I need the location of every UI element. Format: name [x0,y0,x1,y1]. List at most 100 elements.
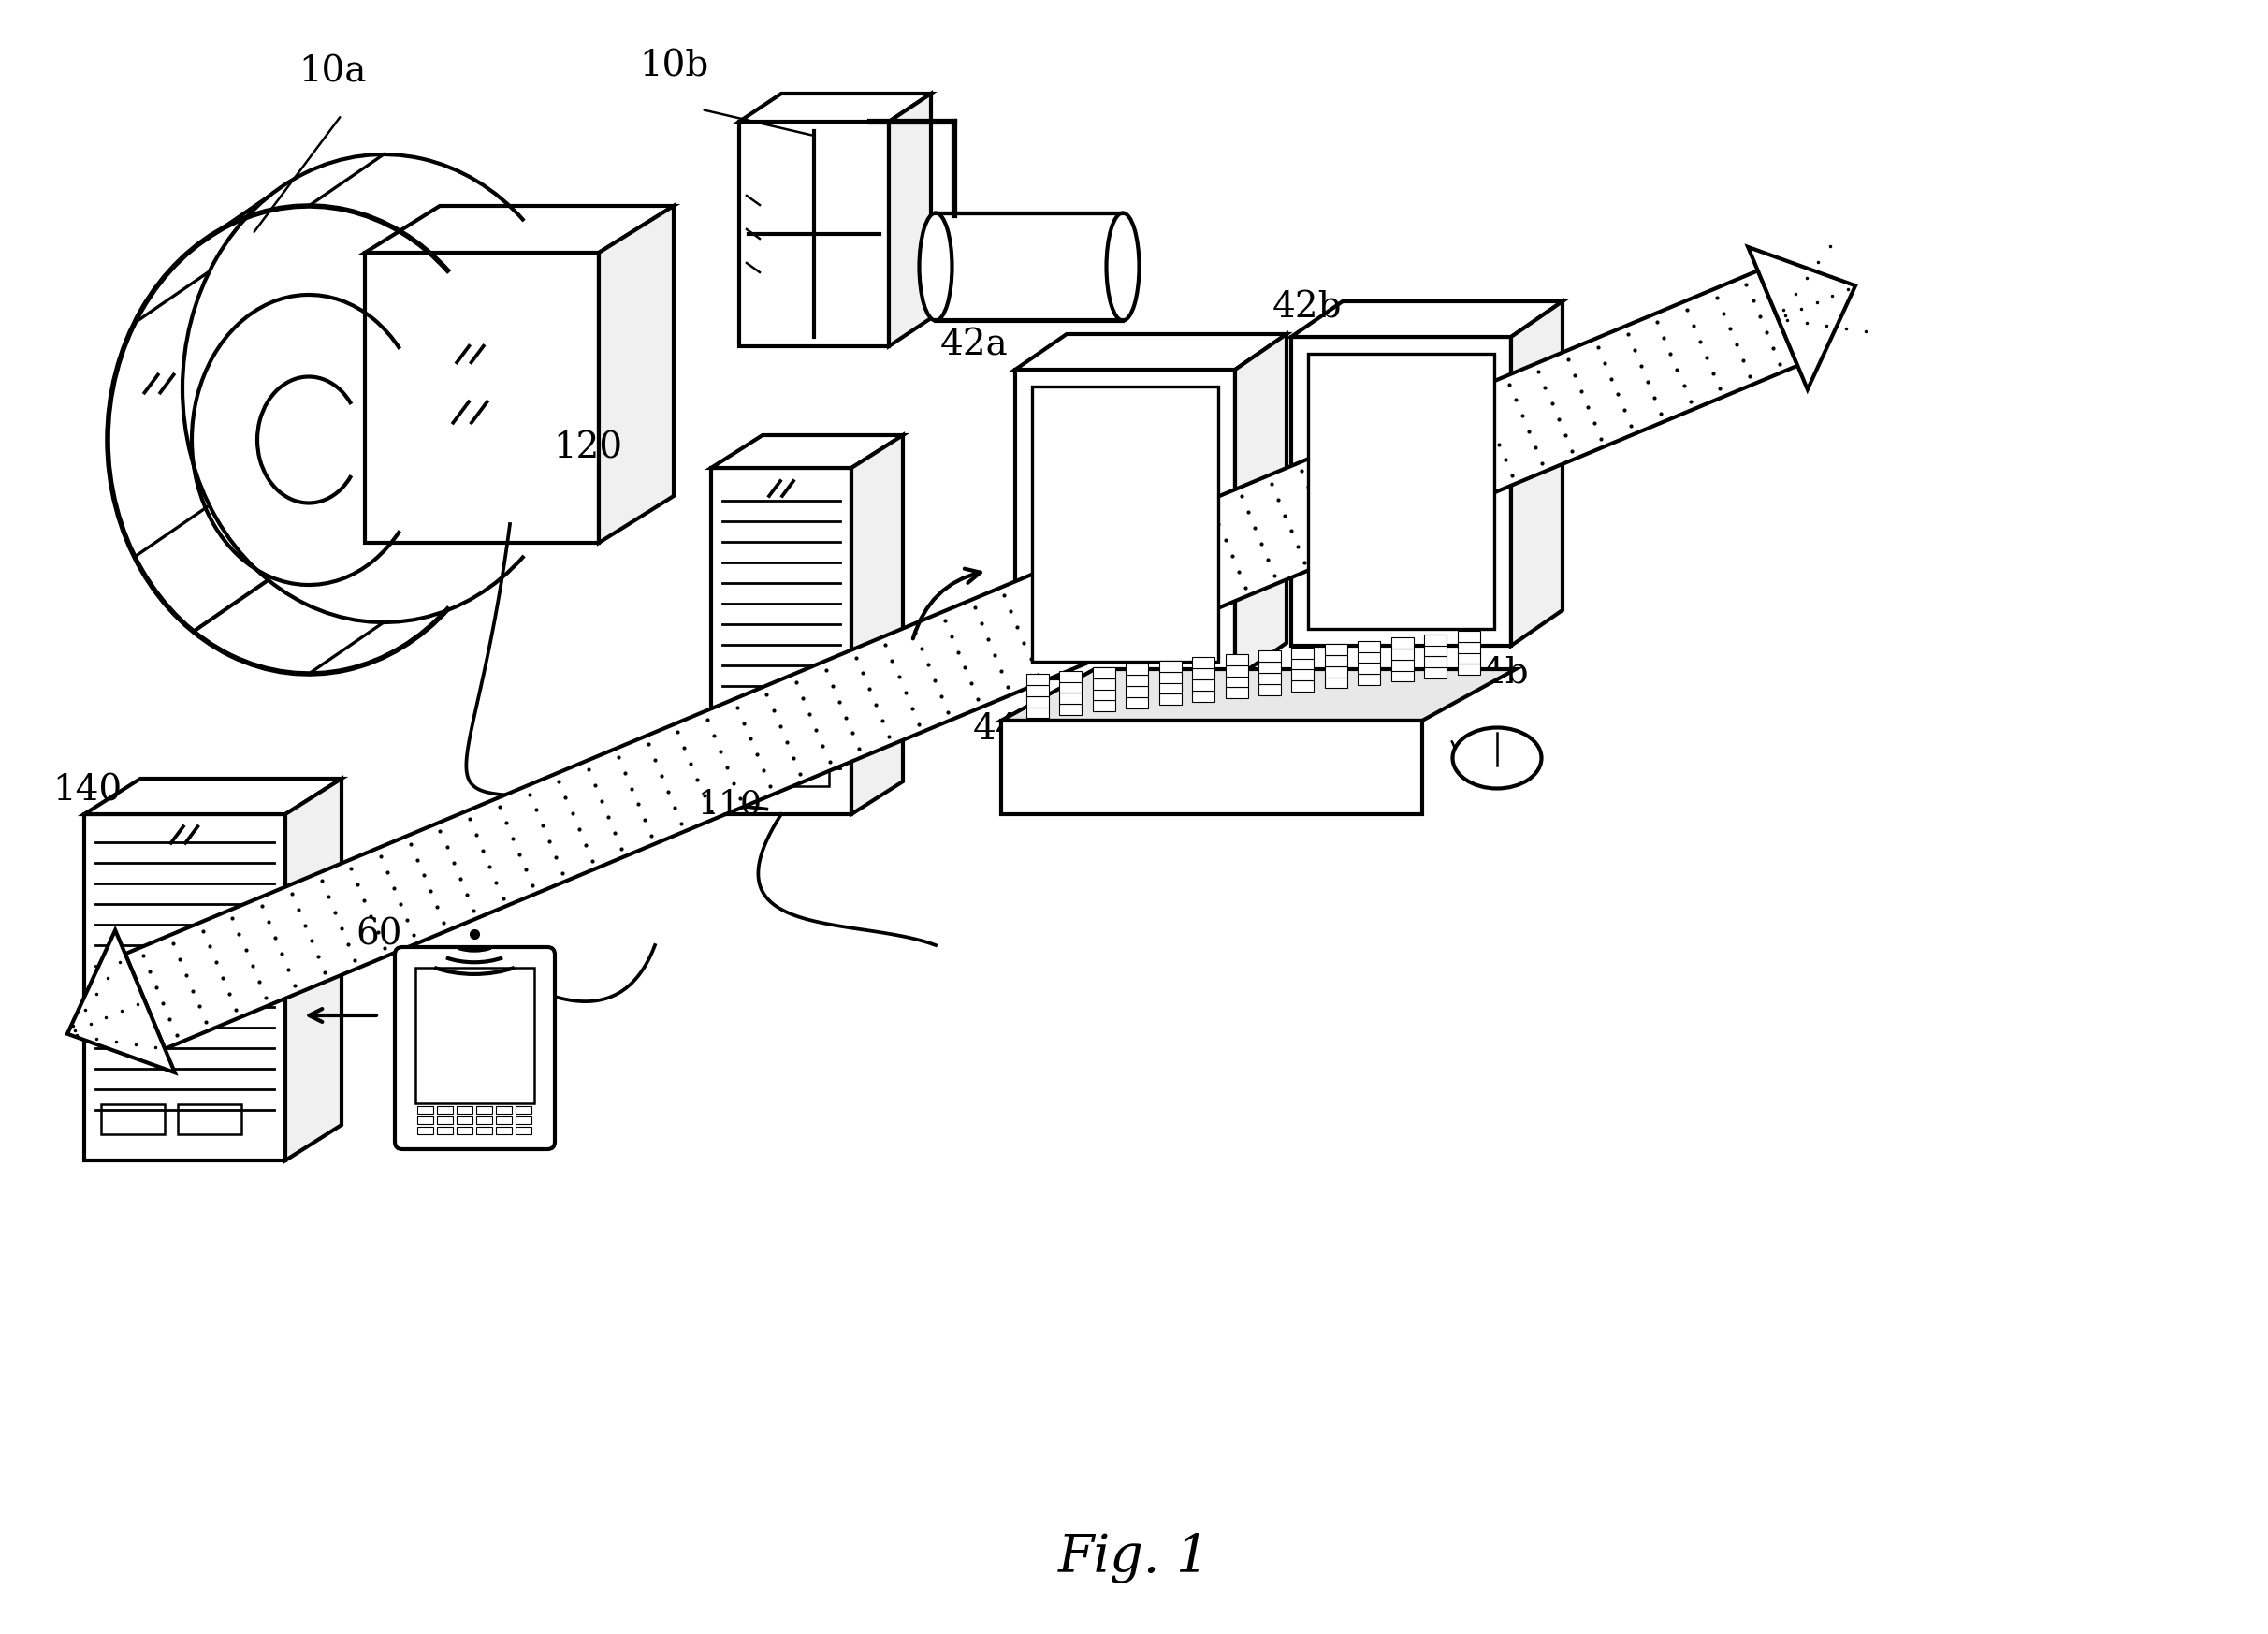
Bar [1390,637,1413,649]
Bar [1424,657,1447,667]
Ellipse shape [919,212,953,320]
Text: 42b: 42b [1272,291,1343,325]
Bar [1193,690,1216,701]
Bar [1159,660,1182,672]
Bar [476,1127,492,1134]
Bar [1259,673,1281,685]
Polygon shape [1290,301,1563,337]
Text: 44b: 44b [1461,655,1529,691]
Bar [1027,708,1048,717]
Bar [1424,634,1447,645]
Bar [1390,649,1413,660]
Text: 120: 120 [553,431,621,466]
Bar [1125,675,1148,686]
Bar [438,1127,454,1134]
Polygon shape [599,206,674,542]
Bar [1259,662,1281,673]
Bar [1424,645,1447,657]
Ellipse shape [1107,212,1139,320]
Bar [438,1116,454,1124]
Bar [1059,681,1082,693]
Polygon shape [739,121,889,346]
Bar [456,1116,472,1124]
Bar [1458,642,1481,654]
Polygon shape [739,93,930,121]
Bar [1159,693,1182,704]
Bar [417,1127,433,1134]
Text: Fig. 1: Fig. 1 [1059,1533,1209,1583]
Polygon shape [286,779,342,1160]
Bar [1259,683,1281,694]
Polygon shape [1016,333,1286,369]
Bar [1193,668,1216,680]
Bar [177,1105,240,1134]
Bar [515,1127,531,1134]
Bar [1093,690,1116,701]
Bar [1032,387,1218,662]
Bar [476,1106,492,1114]
Bar [1390,660,1413,670]
Text: 42a: 42a [941,328,1009,363]
Polygon shape [1236,333,1286,678]
Bar [456,1127,472,1134]
Bar [1359,673,1381,685]
Bar [1290,659,1313,670]
Bar [1424,667,1447,678]
Polygon shape [365,206,674,253]
Polygon shape [68,930,175,1072]
Bar [1290,670,1313,680]
Bar [1359,663,1381,673]
Text: 10a: 10a [297,56,365,90]
Bar [476,1116,492,1124]
Bar [1290,680,1313,691]
Bar [1458,663,1481,675]
Bar [438,1106,454,1114]
Bar [417,1106,433,1114]
Text: 60: 60 [356,918,401,953]
Polygon shape [1290,337,1510,645]
FancyBboxPatch shape [395,948,556,1149]
Bar [1458,652,1481,663]
Bar [1290,647,1313,659]
Polygon shape [84,814,286,1160]
Polygon shape [712,467,850,814]
Bar [1225,676,1247,688]
Bar [1193,657,1216,668]
Bar [1359,641,1381,652]
Bar [1325,655,1347,667]
Bar [728,760,773,786]
Bar [1125,663,1148,675]
Text: 110: 110 [699,789,762,820]
Bar [1093,667,1116,678]
Bar [1027,696,1048,708]
Polygon shape [125,271,1799,1049]
Bar [1325,667,1347,676]
Bar [1159,672,1182,683]
Polygon shape [712,435,903,467]
Ellipse shape [1452,727,1542,789]
Bar [1259,650,1281,662]
Bar [1159,683,1182,694]
Bar [1027,673,1048,685]
Bar [497,1116,513,1124]
Bar [785,760,830,786]
Bar [1059,693,1082,704]
Polygon shape [850,435,903,814]
Bar [1325,676,1347,688]
Bar [1093,678,1116,690]
Text: 140: 140 [52,773,122,807]
Bar [1059,670,1082,681]
Bar [1225,686,1247,698]
Bar [497,1127,513,1134]
Bar [515,1116,531,1124]
Bar [1325,644,1347,655]
Bar [1059,704,1082,714]
Bar [1027,685,1048,696]
Bar [1458,631,1481,642]
Bar [1125,698,1148,708]
Bar [515,1106,531,1114]
Polygon shape [1510,301,1563,645]
Bar [415,967,535,1103]
Text: 44a: 44a [973,712,1041,747]
Text: 10b: 10b [640,49,708,85]
